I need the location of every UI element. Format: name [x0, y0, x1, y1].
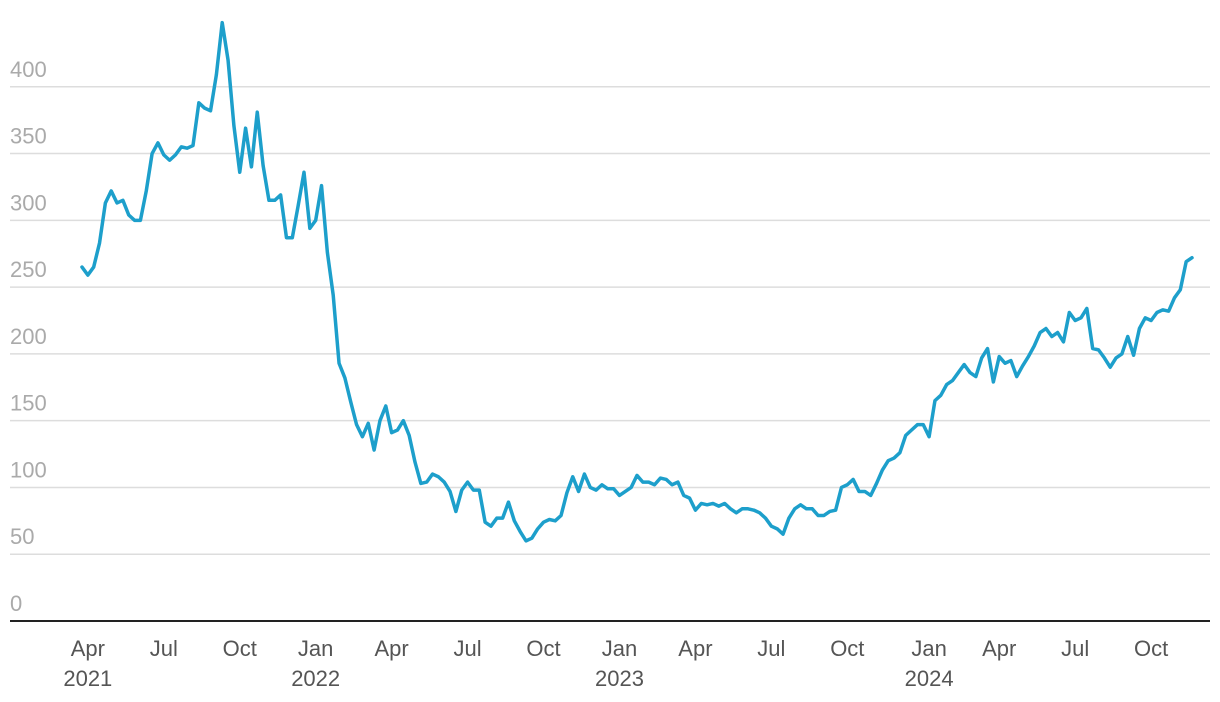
x-tick-label: Jul [149, 636, 178, 661]
x-tick-label: Oct [830, 636, 865, 661]
y-tick-label: 0 [10, 591, 22, 616]
x-tick-label: Apr 2021 [63, 636, 113, 691]
x-tick-label: Jan 2024 [904, 636, 954, 691]
y-tick-label: 200 [10, 324, 47, 349]
x-tick-label: Apr [678, 636, 713, 661]
y-tick-label: 250 [10, 257, 47, 282]
y-tick-label: 400 [10, 57, 47, 82]
x-tick-label: Apr [374, 636, 409, 661]
x-tick-label: Jan 2022 [291, 636, 341, 691]
y-tick-label: 100 [10, 457, 47, 482]
x-tick-label: Jul [757, 636, 786, 661]
x-tick-label: Oct [222, 636, 257, 661]
x-tick-label: Oct [526, 636, 561, 661]
y-tick-label: 300 [10, 190, 47, 215]
x-tick-label: Jan 2023 [594, 636, 644, 691]
x-tick-label: Apr [982, 636, 1017, 661]
y-tick-label: 150 [10, 391, 47, 416]
x-tick-label: Jul [1061, 636, 1090, 661]
y-tick-label: 350 [10, 124, 47, 149]
x-tick-label: Oct [1133, 636, 1169, 661]
y-tick-label: 50 [10, 524, 34, 549]
data-line [80, 20, 1194, 543]
x-tick-label: Jul [453, 636, 482, 661]
